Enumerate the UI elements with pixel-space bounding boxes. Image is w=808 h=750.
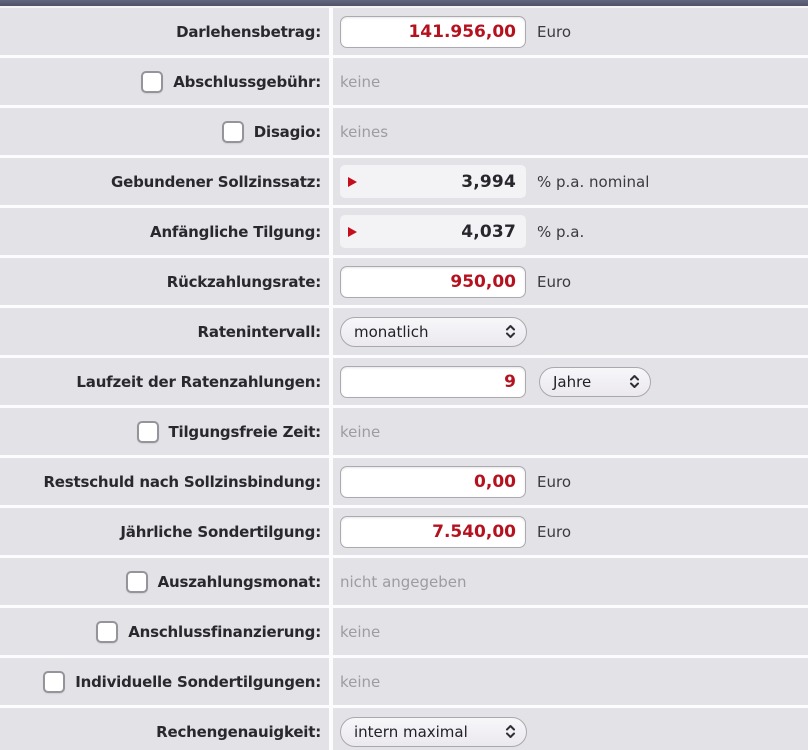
row-disagio: Disagio: keines: [0, 108, 808, 158]
chevron-up-down-icon: [506, 725, 515, 738]
individuelle-sondertilgungen-value: keine: [340, 672, 381, 691]
sollzinssatz-label: Gebundener Sollzinssatz:: [111, 172, 321, 191]
chevron-up-down-icon: [506, 325, 515, 338]
laufzeit-unit-select[interactable]: Jahre: [539, 366, 651, 397]
window-top-bar: [0, 0, 808, 8]
rueckzahlungsrate-input[interactable]: [340, 265, 526, 298]
anschlussfinanzierung-value: keine: [340, 622, 381, 641]
sondertilgung-unit: Euro: [537, 522, 571, 541]
row-laufzeit: Laufzeit der Ratenzahlungen: Jahre: [0, 358, 808, 408]
anfaengliche-tilgung-value: 4,037: [461, 221, 516, 242]
ratenintervall-selected-option: monatlich: [354, 322, 429, 341]
computed-marker-icon: [348, 176, 357, 187]
disagio-value: keines: [340, 122, 389, 141]
rechengenauigkeit-label: Rechengenauigkeit:: [156, 722, 321, 741]
tilgungsfreie-zeit-label: Tilgungsfreie Zeit:: [168, 422, 322, 441]
restschuld-label: Restschuld nach Sollzinsbindung:: [43, 472, 321, 491]
disagio-checkbox[interactable]: [221, 120, 244, 143]
row-restschuld: Restschuld nach Sollzinsbindung: Euro: [0, 458, 808, 508]
rueckzahlungsrate-unit: Euro: [537, 272, 571, 291]
auszahlungsmonat-label: Auszahlungsmonat:: [157, 572, 322, 591]
row-sollzinssatz: Gebundener Sollzinssatz: 3,994 % p.a. no…: [0, 158, 808, 208]
ratenintervall-label: Ratenintervall:: [197, 322, 322, 341]
row-abschlussgebuehr: Abschlussgebühr: keine: [0, 58, 808, 108]
row-individuelle-sondertilgungen: Individuelle Sondertilgungen: keine: [0, 658, 808, 708]
computed-marker-icon: [348, 226, 357, 237]
restschuld-unit: Euro: [537, 472, 571, 491]
restschuld-input[interactable]: [340, 465, 526, 498]
auszahlungsmonat-checkbox[interactable]: [125, 570, 148, 593]
darlehensbetrag-input[interactable]: [340, 15, 526, 48]
auszahlungsmonat-value: nicht angegeben: [340, 572, 467, 591]
rechengenauigkeit-selected-option: intern maximal: [354, 722, 468, 741]
rechengenauigkeit-select[interactable]: intern maximal: [340, 716, 527, 747]
row-auszahlungsmonat: Auszahlungsmonat: nicht angegeben: [0, 558, 808, 608]
individuelle-sondertilgungen-checkbox[interactable]: [43, 670, 66, 693]
abschlussgebuehr-label: Abschlussgebühr:: [173, 72, 321, 91]
sollzinssatz-unit: % p.a. nominal: [537, 172, 650, 191]
row-sondertilgung: Jährliche Sondertilgung: Euro: [0, 508, 808, 558]
row-darlehensbetrag: Darlehensbetrag: Euro: [0, 8, 808, 58]
darlehensbetrag-unit: Euro: [537, 22, 571, 41]
anschlussfinanzierung-checkbox[interactable]: [96, 620, 119, 643]
abschlussgebuehr-checkbox[interactable]: [141, 70, 164, 93]
abschlussgebuehr-value: keine: [340, 72, 381, 91]
laufzeit-input[interactable]: [340, 365, 526, 398]
sondertilgung-label: Jährliche Sondertilgung:: [120, 522, 321, 541]
darlehensbetrag-label: Darlehensbetrag:: [176, 22, 321, 41]
laufzeit-unit-selected-option: Jahre: [553, 372, 592, 391]
tilgungsfreie-zeit-value: keine: [340, 422, 381, 441]
row-rechengenauigkeit: Rechengenauigkeit: intern maximal: [0, 708, 808, 750]
individuelle-sondertilgungen-label: Individuelle Sondertilgungen:: [75, 672, 321, 691]
row-anfaengliche-tilgung: Anfängliche Tilgung: 4,037 % p.a.: [0, 208, 808, 258]
chevron-up-down-icon: [630, 375, 639, 388]
tilgungsfreie-zeit-checkbox[interactable]: [136, 420, 159, 443]
row-tilgungsfreie-zeit: Tilgungsfreie Zeit: keine: [0, 408, 808, 458]
anschlussfinanzierung-label: Anschlussfinanzierung:: [128, 622, 321, 641]
anfaengliche-tilgung-unit: % p.a.: [537, 222, 585, 241]
laufzeit-label: Laufzeit der Ratenzahlungen:: [76, 372, 321, 391]
row-anschlussfinanzierung: Anschlussfinanzierung: keine: [0, 608, 808, 658]
disagio-label: Disagio:: [253, 122, 321, 141]
sollzinssatz-computed-field[interactable]: 3,994: [340, 165, 526, 198]
row-ratenintervall: Ratenintervall: monatlich: [0, 308, 808, 358]
sollzinssatz-value: 3,994: [461, 171, 516, 192]
anfaengliche-tilgung-label: Anfängliche Tilgung:: [150, 222, 321, 241]
sondertilgung-input[interactable]: [340, 515, 526, 548]
row-rueckzahlungsrate: Rückzahlungsrate: Euro: [0, 258, 808, 308]
rueckzahlungsrate-label: Rückzahlungsrate:: [166, 272, 321, 291]
anfaengliche-tilgung-computed-field[interactable]: 4,037: [340, 215, 526, 248]
ratenintervall-select[interactable]: monatlich: [340, 316, 527, 347]
